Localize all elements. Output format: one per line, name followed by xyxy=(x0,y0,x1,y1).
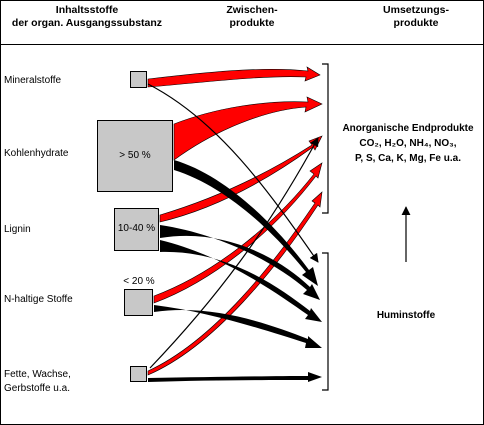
arrow-mineral-to-humin xyxy=(147,83,319,263)
arrow-n-haltige-to-anorganisch xyxy=(153,162,323,304)
header-col3-line2: produkte xyxy=(393,17,439,29)
box-lignin xyxy=(114,208,159,251)
box-n-haltige xyxy=(124,289,153,316)
label-mineralstoffe: Mineralstoffe xyxy=(4,75,62,86)
pct-n-haltige: < 20 % xyxy=(123,276,155,287)
pct-lignin: 10-40 % xyxy=(117,223,156,234)
header-umsetzungsprodukte: Umsetzungs- produkte xyxy=(366,4,466,30)
bracket-anorganisch xyxy=(322,63,329,214)
arrow-lignin-to-humin-lower xyxy=(160,240,322,322)
header-col2-line2: produkte xyxy=(229,17,275,29)
result-anorganische-endprodukte: Anorganische Endprodukte CO₂, H₂O, NH₄, … xyxy=(336,121,480,166)
header-col1-line1: Inhaltsstoffe xyxy=(55,4,119,16)
arrow-fette-to-humin xyxy=(148,372,322,382)
label-fette-line2: Gerbstoffe u.a. xyxy=(4,383,70,394)
header-col2-line1: Zwischen- xyxy=(226,4,278,16)
header-divider xyxy=(0,44,484,45)
humification-arrows xyxy=(147,83,322,382)
pct-kohlenhydrate: > 50 % xyxy=(119,150,151,161)
result-anorganisch-line2: CO₂, H₂O, NH₄, NO₃, xyxy=(359,138,457,149)
label-fette-wachse-gerbstoffe: Fette, Wachse, Gerbstoffe u.a. xyxy=(4,368,71,396)
header-zwischenprodukte: Zwischen- produkte xyxy=(212,4,292,30)
arrow-mineral-to-anorganisch xyxy=(147,66,321,88)
mineralisation-arrows xyxy=(147,66,323,376)
result-huminstoffe: Huminstoffe xyxy=(376,310,436,321)
bracket-humin xyxy=(322,252,329,391)
result-anorganisch-line3: P, S, Ca, K, Mg, Fe u.a. xyxy=(355,153,461,164)
header-col3-line1: Umsetzungs- xyxy=(383,4,449,16)
label-fette-line1: Fette, Wachse, xyxy=(4,369,71,380)
arrow-fette-to-anorganisch xyxy=(147,191,323,376)
box-mineralstoffe xyxy=(130,71,147,88)
arrow-lignin-to-anorganisch xyxy=(159,135,323,223)
arrow-kohlenhydrate-to-anorganisch xyxy=(173,96,323,161)
result-anorganisch-title: Anorganische Endprodukte xyxy=(342,123,474,134)
header-inhaltsstoffe: Inhaltsstoffe der organ. Ausgangssubstan… xyxy=(2,4,172,30)
header-col1-line2: der organ. Ausgangssubstanz xyxy=(11,17,163,29)
arrow-fette-thin-to-anorganisch xyxy=(149,137,319,369)
label-kohlenhydrate: Kohlenhydrate xyxy=(4,148,69,159)
label-lignin: Lignin xyxy=(4,224,31,235)
arrow-kohlenhydrate-to-humin xyxy=(174,160,318,286)
arrow-lignin-to-humin xyxy=(160,225,320,300)
box-kohlenhydrate xyxy=(97,120,173,192)
box-fette xyxy=(130,366,147,382)
arrow-n-haltige-to-humin xyxy=(154,305,322,348)
label-n-haltige-stoffe: N-haltige Stoffe xyxy=(4,294,73,305)
